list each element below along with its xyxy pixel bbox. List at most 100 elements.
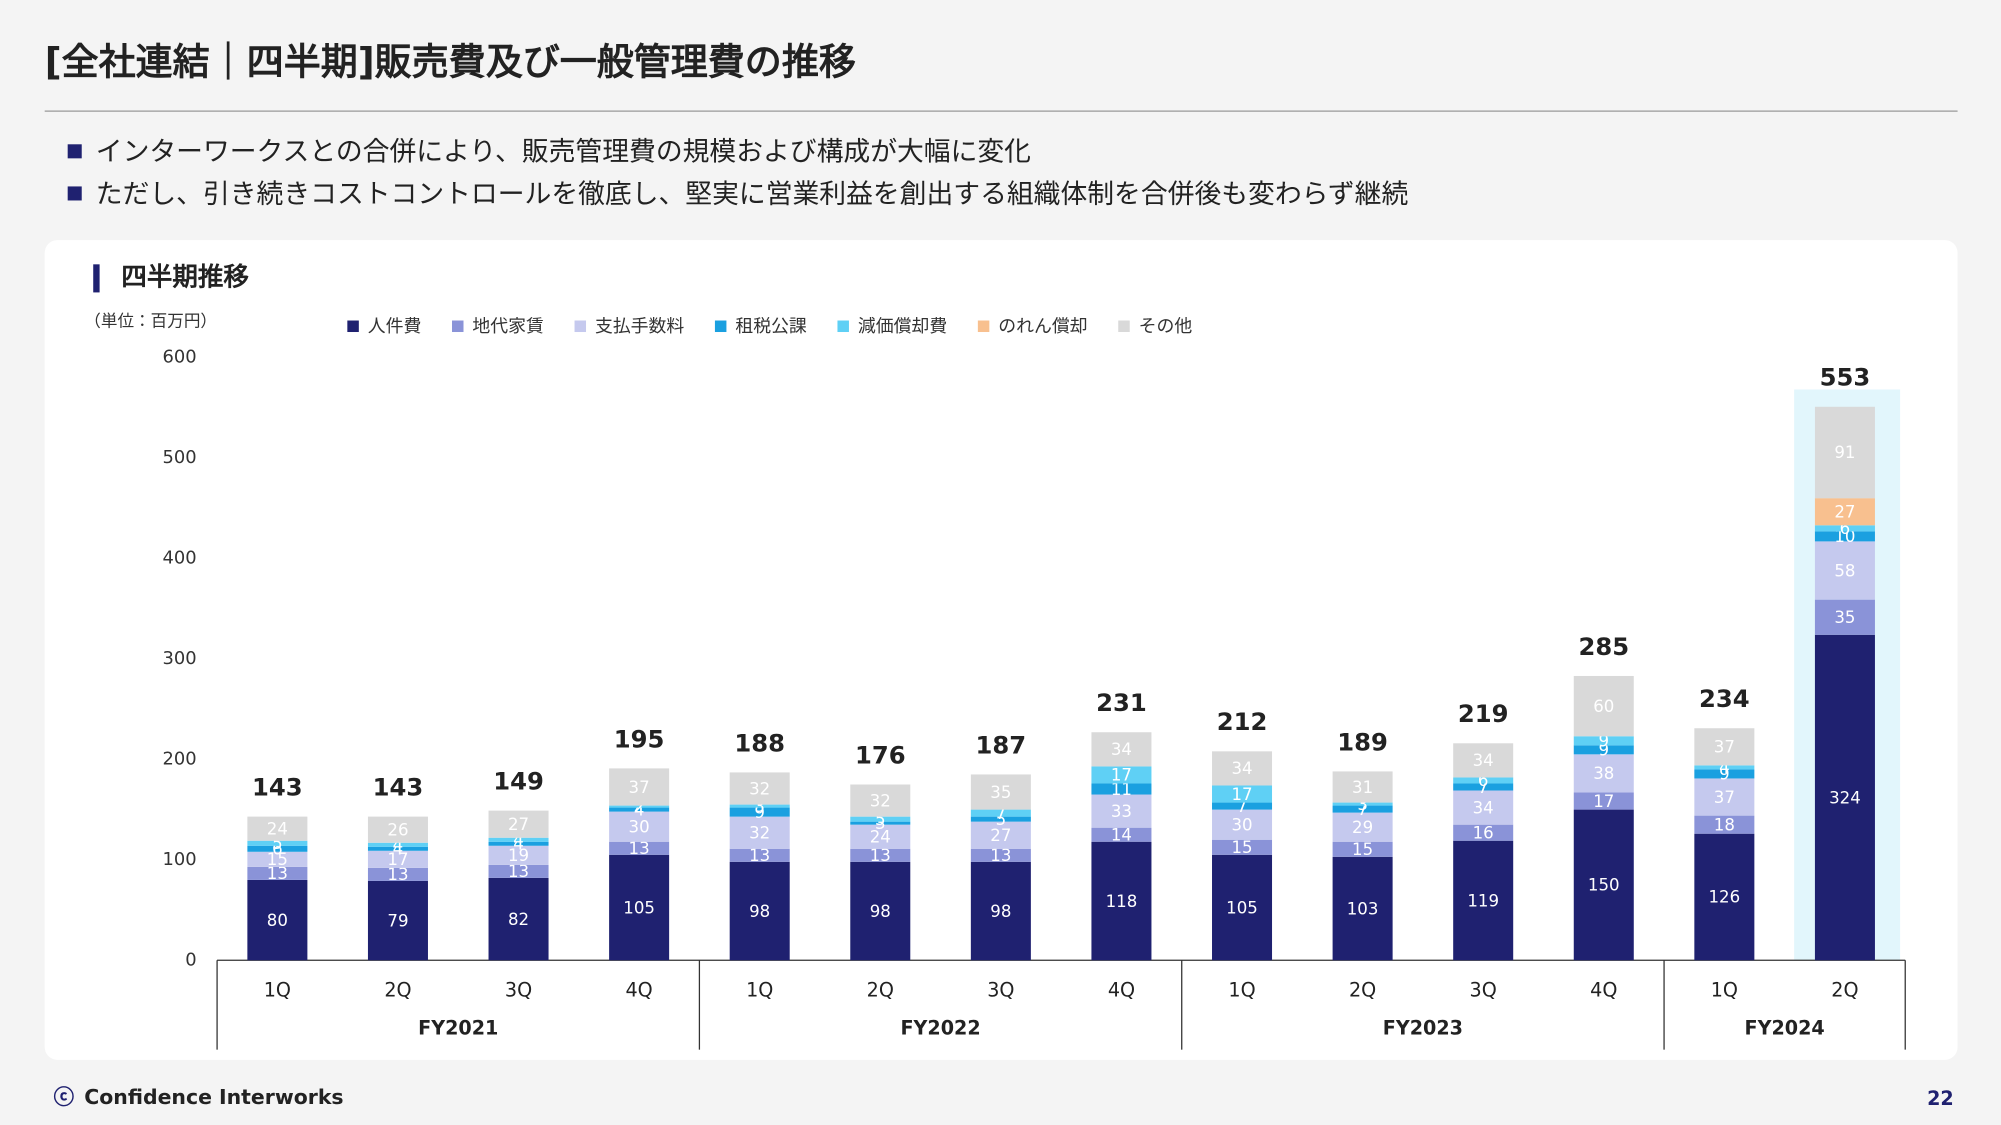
bar-segment	[1332, 771, 1393, 803]
unit-label: （単位：百万円）	[84, 311, 217, 330]
data-label: 29	[1352, 818, 1373, 837]
bar-segment	[367, 846, 428, 851]
legend-swatch	[574, 320, 587, 333]
bar-segment	[247, 845, 308, 852]
bar-segment	[1091, 732, 1152, 767]
group-label: FY2023	[1383, 1017, 1463, 1040]
bar-segment	[1573, 736, 1634, 746]
bar-segment	[1573, 675, 1634, 737]
data-label: 4	[634, 800, 645, 819]
y-tick-label: 100	[163, 849, 197, 870]
x-tick-label: 1Q	[1711, 978, 1738, 1001]
data-label: 13	[629, 839, 650, 858]
bar-segment	[609, 811, 670, 842]
legend-swatch	[452, 320, 464, 333]
y-tick-label: 600	[163, 347, 197, 368]
legend-swatch	[977, 320, 990, 333]
data-label: 18	[1714, 815, 1735, 834]
y-tick-label: 400	[163, 547, 197, 568]
bar-segment	[1694, 765, 1755, 770]
data-label: 26	[387, 820, 408, 839]
bar-segment	[488, 837, 549, 842]
data-label: 10	[1834, 527, 1855, 546]
bar-segment	[367, 842, 428, 847]
legend-label: 減価償却費	[858, 316, 947, 337]
data-label: 9	[1598, 732, 1609, 751]
data-label: 13	[749, 846, 770, 865]
total-label: 189	[1337, 727, 1388, 756]
bar-segment	[1453, 824, 1514, 841]
bar-segment	[488, 810, 549, 838]
bar-segment	[1091, 783, 1152, 795]
data-label: 38	[1593, 764, 1614, 783]
bar-segment	[970, 774, 1031, 810]
x-tick-label: 2Q	[1831, 978, 1858, 1001]
footer-company: Confidence Interworks	[84, 1085, 343, 1109]
bar-segment	[247, 840, 308, 846]
legend-swatch	[1118, 320, 1130, 333]
bar-segment	[1212, 785, 1273, 803]
data-label: 9	[1598, 741, 1609, 760]
bar-segment	[729, 848, 790, 862]
bar-segment	[850, 821, 911, 825]
legend-label: 支払手数料	[595, 316, 684, 337]
bullet-icon	[67, 144, 82, 159]
data-label: 6	[1840, 519, 1851, 538]
bar-segment	[1694, 778, 1755, 816]
data-label: 4	[393, 840, 404, 859]
bar-segment	[970, 809, 1031, 817]
bar-segment	[850, 816, 911, 822]
data-label: 37	[1714, 788, 1735, 807]
data-label: 13	[267, 864, 288, 883]
bar-segment	[1694, 833, 1755, 961]
bar-segment	[247, 866, 308, 880]
bar-segment	[970, 861, 1031, 961]
data-label: 32	[749, 823, 770, 842]
total-label: 234	[1699, 684, 1750, 713]
data-label: 6	[1478, 771, 1489, 790]
y-tick-label: 500	[163, 447, 197, 468]
data-label: 17	[1231, 785, 1252, 804]
bar-segment	[729, 861, 790, 961]
group-label: FY2024	[1745, 1017, 1825, 1040]
bar-segment	[970, 848, 1031, 862]
data-label: 14	[1111, 825, 1132, 844]
data-label: 9	[754, 803, 765, 822]
bar-segment	[488, 864, 549, 878]
chart-title: 四半期推移	[121, 262, 249, 292]
data-label: 5	[996, 810, 1007, 829]
data-label: 119	[1467, 891, 1499, 910]
legend-label: 租税公課	[735, 316, 807, 337]
bar-segment	[1212, 751, 1273, 786]
legend-swatch	[714, 320, 727, 333]
bar-segment	[488, 845, 549, 865]
bar-segment	[367, 867, 428, 881]
total-label: 187	[976, 730, 1027, 759]
bar-segment	[1332, 812, 1393, 842]
legend-label: その他	[1139, 316, 1193, 337]
data-label: 11	[1111, 780, 1132, 799]
data-label: 98	[870, 902, 891, 921]
data-label: 3	[875, 814, 886, 833]
bar-segment	[1212, 802, 1273, 810]
data-label: 17	[387, 850, 408, 869]
data-label: 324	[1829, 788, 1861, 807]
data-label: 34	[1231, 759, 1252, 778]
total-label: 553	[1820, 363, 1871, 392]
bar-segment	[1453, 743, 1514, 778]
bar-segment	[1814, 541, 1875, 600]
bar-segment	[1814, 599, 1875, 635]
data-label: 16	[1473, 823, 1494, 842]
total-label: 231	[1096, 688, 1147, 717]
x-tick-label: 4Q	[1108, 978, 1135, 1001]
x-tick-label: 3Q	[1470, 978, 1497, 1001]
data-label: 15	[1352, 840, 1373, 859]
data-label: 58	[1834, 561, 1855, 580]
data-label: 13	[870, 846, 891, 865]
x-tick-label: 4Q	[625, 978, 652, 1001]
bar-segment	[1814, 531, 1875, 542]
data-label: 30	[1231, 815, 1252, 834]
data-label: 79	[387, 911, 408, 930]
legend-label: 地代家賃	[472, 316, 543, 337]
